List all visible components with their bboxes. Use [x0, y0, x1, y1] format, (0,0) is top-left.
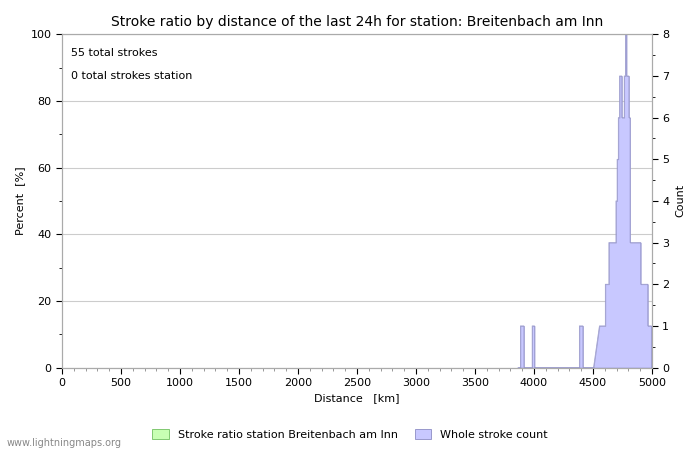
- Text: 55 total strokes: 55 total strokes: [71, 48, 158, 58]
- Text: 0 total strokes station: 0 total strokes station: [71, 71, 192, 81]
- Y-axis label: Count: Count: [675, 184, 685, 217]
- Title: Stroke ratio by distance of the last 24h for station: Breitenbach am Inn: Stroke ratio by distance of the last 24h…: [111, 15, 603, 29]
- Legend: Stroke ratio station Breitenbach am Inn, Whole stroke count: Stroke ratio station Breitenbach am Inn,…: [148, 425, 552, 445]
- Y-axis label: Percent  [%]: Percent [%]: [15, 166, 25, 235]
- X-axis label: Distance   [km]: Distance [km]: [314, 393, 400, 404]
- Text: www.lightningmaps.org: www.lightningmaps.org: [7, 438, 122, 448]
